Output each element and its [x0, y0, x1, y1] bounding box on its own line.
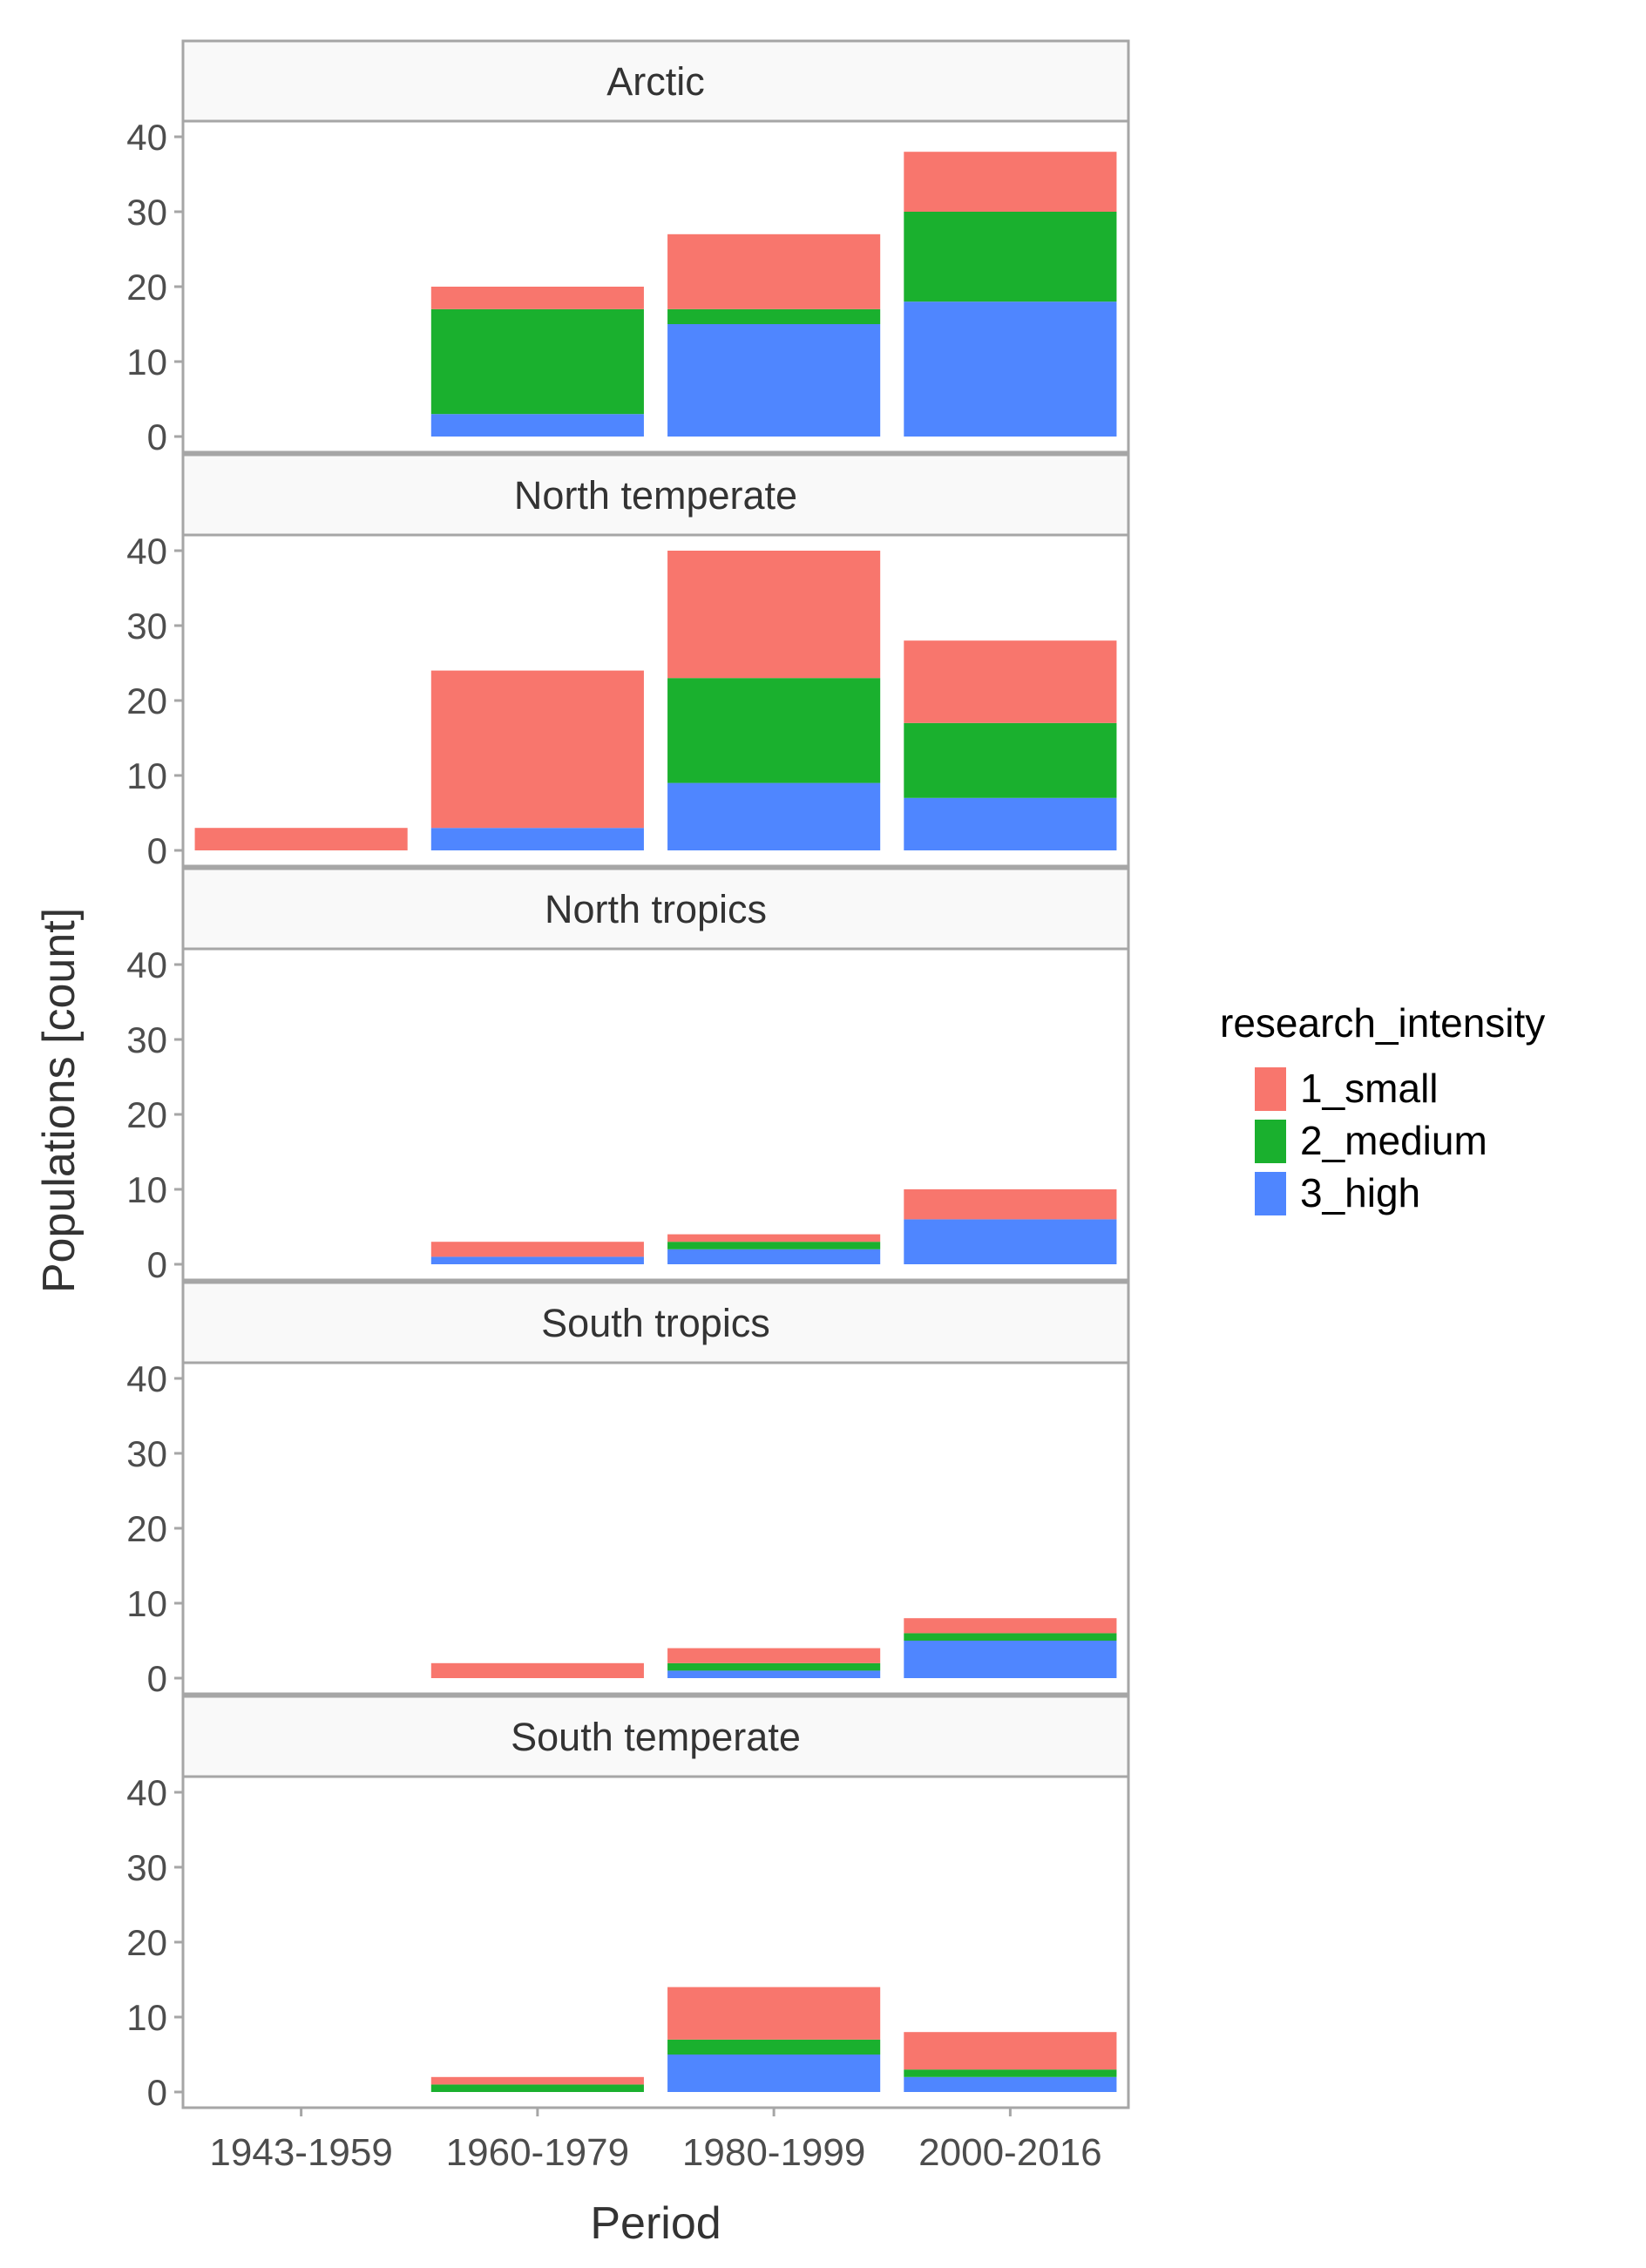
- y-tick-label: 0: [147, 2072, 167, 2113]
- y-tick-label: 40: [126, 944, 167, 985]
- facet-strip-label: Arctic: [606, 59, 705, 104]
- y-tick-label: 30: [126, 606, 167, 647]
- bar-arctic-1960-1979-1_small: [430, 287, 644, 309]
- bar-north-tropics-1960-1979-1_small: [430, 1242, 644, 1257]
- panel-south-tropics: South tropics 0 10 20 30 40: [126, 1281, 1130, 1699]
- bar-north-tropics-1980-1999-3_high: [667, 1249, 881, 1264]
- y-tick-label: 20: [126, 1922, 167, 1963]
- facet-strip-label: North temperate: [514, 473, 797, 518]
- panel-north-temperate: North temperate 0 10 20 30 40: [126, 453, 1130, 871]
- bar-north-tropics-2000-2016-3_high: [904, 1219, 1117, 1264]
- x-tick-label: 1980-1999: [682, 2131, 865, 2174]
- bar-south-temperate-2000-2016-3_high: [904, 2076, 1117, 2092]
- y-tick-label: 20: [126, 680, 167, 721]
- x-axis-title: Period: [590, 2198, 721, 2249]
- y-axis-title: Populations [count]: [34, 908, 85, 1293]
- x-tick-label: 2000-2016: [918, 2131, 1101, 2174]
- facet-strip: [181, 1281, 1130, 1364]
- y-tick-label: 30: [126, 192, 167, 233]
- y-tick-label: 0: [147, 1244, 167, 1285]
- legend-key-3_high: [1255, 1172, 1286, 1215]
- bar-north-temperate-1960-1979-1_small: [430, 670, 644, 829]
- bar-north-temperate-1980-1999-1_small: [667, 551, 881, 679]
- bar-south-temperate-2000-2016-2_medium: [904, 2069, 1117, 2077]
- legend-key-1_small: [1255, 1067, 1286, 1111]
- bar-arctic-2000-2016-2_medium: [904, 212, 1117, 302]
- y-tick-label: 30: [126, 1433, 167, 1474]
- bar-south-temperate-1980-1999-3_high: [667, 2055, 881, 2092]
- y-tick-label: 10: [126, 342, 167, 383]
- bar-north-temperate-1980-1999-3_high: [667, 782, 881, 850]
- bar-south-temperate-1980-1999-2_medium: [667, 2039, 881, 2055]
- bar-north-tropics-1960-1979-3_high: [430, 1256, 644, 1264]
- y-tick-label: 30: [126, 1019, 167, 1060]
- bar-south-tropics-1980-1999-2_medium: [667, 1662, 881, 1671]
- bar-south-tropics-1960-1979-1_small: [430, 1662, 644, 1678]
- bar-arctic-1980-1999-3_high: [667, 324, 881, 437]
- legend-label-2_medium: 2_medium: [1300, 1118, 1487, 1163]
- y-tick-label: 40: [126, 1358, 167, 1399]
- legend-label-3_high: 3_high: [1300, 1170, 1420, 1215]
- y-tick-label: 20: [126, 1508, 167, 1549]
- x-tick-label: 1960-1979: [446, 2131, 629, 2174]
- facet-strip-label: North tropics: [545, 887, 767, 931]
- y-tick-label: 0: [147, 1658, 167, 1699]
- legend-key-2_medium: [1255, 1120, 1286, 1163]
- y-tick-label: 30: [126, 1847, 167, 1888]
- bar-north-temperate-1980-1999-2_medium: [667, 678, 881, 783]
- bar-south-tropics-2000-2016-3_high: [904, 1641, 1117, 1678]
- bar-north-temperate-2000-2016-1_small: [904, 640, 1117, 723]
- bar-south-temperate-1960-1979-2_medium: [430, 2084, 644, 2092]
- x-tick-label: 1943-1959: [209, 2131, 392, 2174]
- y-tick-label: 40: [126, 1772, 167, 1813]
- bar-south-tropics-2000-2016-1_small: [904, 1618, 1117, 1634]
- y-tick-label: 0: [147, 830, 167, 871]
- bar-north-tropics-1980-1999-1_small: [667, 1234, 881, 1242]
- y-tick-label: 20: [126, 267, 167, 308]
- y-tick-label: 40: [126, 531, 167, 572]
- panel-south-temperate: South temperate 0 10 20 30 40: [126, 1695, 1130, 2113]
- bar-north-tropics-1980-1999-2_medium: [667, 1242, 881, 1249]
- y-tick-label: 10: [126, 1583, 167, 1624]
- bar-north-temperate-1960-1979-3_high: [430, 828, 644, 850]
- y-tick-label: 10: [126, 1169, 167, 1210]
- legend-title: research_intensity: [1220, 1000, 1545, 1046]
- y-tick-label: 10: [126, 1997, 167, 2038]
- bar-arctic-1980-1999-2_medium: [667, 308, 881, 324]
- bar-south-temperate-1980-1999-1_small: [667, 1987, 881, 2040]
- panel-north-tropics: North tropics 0 10 20 30 40: [126, 867, 1130, 1285]
- bar-north-temperate-2000-2016-2_medium: [904, 722, 1117, 798]
- bar-south-temperate-1960-1979-1_small: [430, 2076, 644, 2085]
- facet-strip: [181, 39, 1130, 123]
- y-tick-label: 40: [126, 117, 167, 158]
- bar-south-tropics-2000-2016-2_medium: [904, 1633, 1117, 1641]
- legend-label-1_small: 1_small: [1300, 1066, 1439, 1111]
- facet-strip-label: South temperate: [511, 1715, 801, 1759]
- bar-south-tropics-1980-1999-3_high: [667, 1670, 881, 1678]
- facet-strip: [181, 867, 1130, 951]
- y-tick-label: 20: [126, 1094, 167, 1135]
- facet-strip-label: South tropics: [541, 1301, 770, 1345]
- x-axis: 1943-1959 1960-1979 1980-1999 2000-2016: [209, 2108, 1102, 2174]
- bar-arctic-2000-2016-1_small: [904, 152, 1117, 212]
- bar-arctic-1980-1999-1_small: [667, 234, 881, 309]
- facet-strip: [181, 1695, 1130, 1778]
- bar-south-tropics-1980-1999-1_small: [667, 1648, 881, 1663]
- bar-arctic-1960-1979-3_high: [430, 414, 644, 437]
- legend: research_intensity 1_small 2_medium 3_high: [1220, 1000, 1545, 1215]
- bar-north-tropics-2000-2016-1_small: [904, 1189, 1117, 1220]
- y-tick-label: 0: [147, 416, 167, 457]
- bar-north-temperate-1943-1959-1_small: [194, 828, 408, 850]
- bar-south-temperate-2000-2016-1_small: [904, 2032, 1117, 2070]
- bar-arctic-1960-1979-2_medium: [430, 308, 644, 415]
- y-tick-label: 10: [126, 755, 167, 796]
- bar-arctic-2000-2016-3_high: [904, 301, 1117, 437]
- panel-arctic: Arctic 0 10 20 30 40: [126, 39, 1130, 457]
- bar-north-temperate-2000-2016-3_high: [904, 797, 1117, 850]
